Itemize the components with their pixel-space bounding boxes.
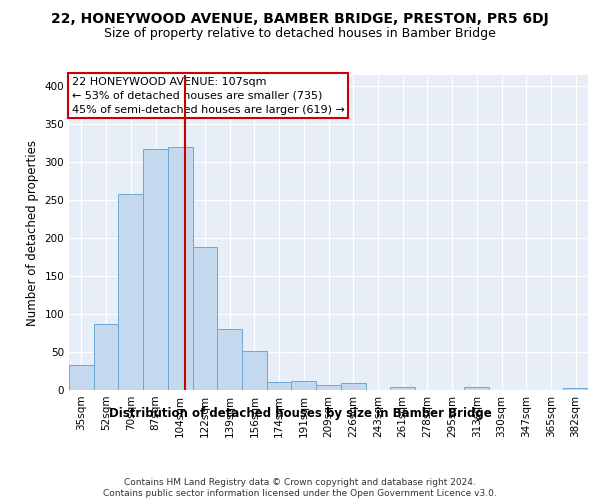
- Text: Contains HM Land Registry data © Crown copyright and database right 2024.
Contai: Contains HM Land Registry data © Crown c…: [103, 478, 497, 498]
- Bar: [464, 387, 489, 390]
- Bar: [193, 248, 217, 390]
- Bar: [168, 147, 193, 390]
- Bar: [94, 324, 118, 390]
- Text: Size of property relative to detached houses in Bamber Bridge: Size of property relative to detached ho…: [104, 28, 496, 40]
- Bar: [217, 330, 242, 390]
- Bar: [118, 194, 143, 390]
- Bar: [143, 148, 168, 390]
- Bar: [563, 388, 588, 390]
- Text: Distribution of detached houses by size in Bamber Bridge: Distribution of detached houses by size …: [109, 408, 491, 420]
- Bar: [69, 365, 94, 390]
- Bar: [292, 381, 316, 390]
- Text: 22, HONEYWOOD AVENUE, BAMBER BRIDGE, PRESTON, PR5 6DJ: 22, HONEYWOOD AVENUE, BAMBER BRIDGE, PRE…: [51, 12, 549, 26]
- Bar: [242, 350, 267, 390]
- Bar: [316, 384, 341, 390]
- Text: 22 HONEYWOOD AVENUE: 107sqm
← 53% of detached houses are smaller (735)
45% of se: 22 HONEYWOOD AVENUE: 107sqm ← 53% of det…: [71, 76, 344, 114]
- Bar: [341, 383, 365, 390]
- Y-axis label: Number of detached properties: Number of detached properties: [26, 140, 39, 326]
- Bar: [267, 382, 292, 390]
- Bar: [390, 387, 415, 390]
